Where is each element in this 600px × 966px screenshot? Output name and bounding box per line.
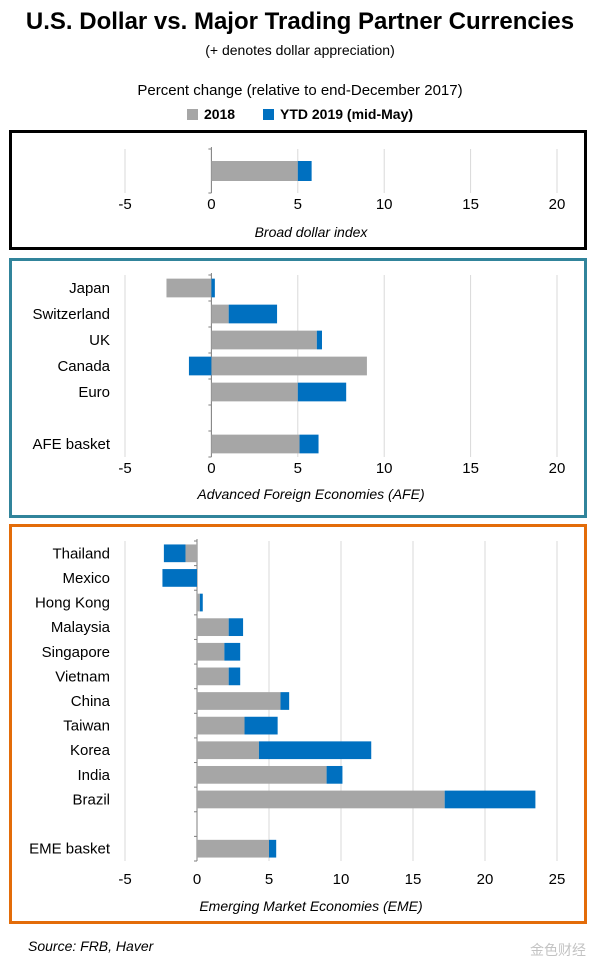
watermark: 金色财经 bbox=[530, 942, 586, 958]
bar-ytd-2019 bbox=[316, 330, 322, 350]
category-label: India bbox=[77, 767, 110, 784]
category-label: Japan bbox=[69, 280, 110, 297]
x-tick-label: 0 bbox=[193, 871, 201, 888]
legend: 2018 YTD 2019 (mid-May) bbox=[0, 106, 600, 123]
legend-item-2018: 2018 bbox=[186, 106, 236, 122]
bar-ytd-2019 bbox=[188, 356, 212, 376]
category-label: Brazil bbox=[72, 791, 110, 808]
x-tick-label: 10 bbox=[376, 196, 393, 213]
panel-title: Advanced Foreign Economies (AFE) bbox=[196, 486, 424, 502]
x-tick-label: -5 bbox=[118, 871, 131, 888]
category-label: Malaysia bbox=[51, 619, 111, 636]
bar-ytd-2019 bbox=[228, 304, 278, 324]
category-label: Singapore bbox=[42, 644, 110, 661]
bar-2018 bbox=[197, 839, 269, 858]
chart-subtitle: (+ denotes dollar appreciation) bbox=[205, 42, 395, 58]
x-tick-label: 5 bbox=[294, 460, 302, 477]
bar-2018 bbox=[197, 741, 259, 760]
x-tick-label: 20 bbox=[549, 460, 566, 477]
x-tick-label: 5 bbox=[265, 871, 273, 888]
legend-swatch-2018 bbox=[186, 108, 198, 120]
x-tick-label: 5 bbox=[294, 196, 302, 213]
source-note: Source: FRB, Haver bbox=[28, 938, 154, 954]
bar-2018 bbox=[197, 642, 225, 661]
chart-caption: Percent change (relative to end-December… bbox=[137, 82, 463, 99]
chart-svg: -5 0 5 10 15 20 Japan Switzerland UK Canada Euro AF… bbox=[32, 273, 566, 502]
bar-2018 bbox=[197, 618, 229, 637]
panel-title: Emerging Market Economies (EME) bbox=[199, 898, 422, 914]
category-label: Vietnam bbox=[55, 668, 110, 685]
panel-broad-dollar: -5 0 5 10 15 20 Broad dollar index bbox=[9, 130, 587, 250]
category-label: Taiwan bbox=[63, 718, 110, 735]
legend-item-ytd-2019: YTD 2019 (mid-May) bbox=[263, 106, 413, 122]
category-label: Switzerland bbox=[32, 306, 110, 323]
category-label: Korea bbox=[70, 742, 111, 759]
bar-ytd-2019 bbox=[299, 434, 319, 454]
category-label: Thailand bbox=[52, 545, 110, 562]
x-tick-label: 25 bbox=[549, 871, 566, 888]
bar-ytd-2019 bbox=[199, 593, 203, 612]
bar-2018 bbox=[211, 382, 298, 402]
bar-ytd-2019 bbox=[297, 161, 312, 181]
bar-ytd-2019 bbox=[326, 765, 343, 784]
bar-ytd-2019 bbox=[297, 382, 347, 402]
category-label: Mexico bbox=[62, 570, 110, 587]
bar-ytd-2019 bbox=[224, 642, 241, 661]
x-tick-label: -5 bbox=[118, 460, 131, 477]
x-tick-label: 20 bbox=[549, 196, 566, 213]
chart-title: U.S. Dollar vs. Major Trading Partner Cu… bbox=[25, 8, 575, 35]
x-tick-label: 10 bbox=[376, 460, 393, 477]
bar-2018 bbox=[211, 304, 229, 324]
bar-2018 bbox=[211, 330, 317, 350]
panel-title: Broad dollar index bbox=[255, 224, 369, 240]
bar-ytd-2019 bbox=[244, 716, 278, 735]
bar-ytd-2019 bbox=[444, 790, 536, 809]
category-label: Hong Kong bbox=[35, 595, 110, 612]
bar-2018 bbox=[197, 790, 445, 809]
bar-2018 bbox=[211, 161, 298, 181]
bar-ytd-2019 bbox=[280, 692, 290, 710]
bar-ytd-2019 bbox=[163, 544, 186, 563]
bar-ytd-2019 bbox=[228, 618, 244, 637]
category-label: AFE basket bbox=[32, 436, 110, 453]
x-tick-label: 0 bbox=[207, 460, 215, 477]
bar-2018 bbox=[197, 692, 281, 710]
bar-ytd-2019 bbox=[269, 839, 277, 858]
bar-2018 bbox=[166, 278, 212, 298]
bar-2018 bbox=[197, 593, 200, 612]
category-label: UK bbox=[89, 332, 110, 349]
bar-2018 bbox=[197, 667, 229, 686]
category-label: Euro bbox=[78, 384, 110, 401]
x-tick-label: -5 bbox=[118, 196, 131, 213]
legend-swatch-ytd-2019 bbox=[263, 108, 274, 120]
x-tick-label: 10 bbox=[333, 871, 350, 888]
panel-afe: -5 0 5 10 15 20 Japan Switzerland UK Canada Euro AF… bbox=[9, 258, 587, 518]
bar-ytd-2019 bbox=[211, 278, 215, 298]
panel-eme: -5 0 5 10 15 20 25 Thailand Mexico Hong Kong Malay… bbox=[9, 524, 587, 924]
bar-2018 bbox=[185, 544, 197, 563]
x-tick-label: 20 bbox=[477, 871, 494, 888]
category-label: Canada bbox=[57, 358, 110, 375]
bar-2018 bbox=[197, 716, 245, 735]
category-label: EME basket bbox=[29, 841, 111, 858]
legend-label-ytd-2019: YTD 2019 (mid-May) bbox=[280, 106, 414, 122]
chart-svg: -5 0 5 10 15 20 25 Thailand Mexico Hong Kong Malay… bbox=[29, 539, 566, 914]
legend-label-2018: 2018 bbox=[203, 106, 236, 122]
bar-ytd-2019 bbox=[228, 667, 241, 686]
bar-2018 bbox=[211, 356, 367, 376]
x-tick-label: 15 bbox=[462, 460, 479, 477]
x-tick-label: 15 bbox=[405, 871, 422, 888]
bar-ytd-2019 bbox=[258, 741, 372, 760]
bar-2018 bbox=[211, 434, 300, 454]
bar-2018 bbox=[197, 765, 327, 784]
bar-ytd-2019 bbox=[162, 569, 197, 587]
x-tick-label: 0 bbox=[207, 196, 215, 213]
category-label: China bbox=[71, 693, 111, 710]
x-tick-label: 15 bbox=[462, 196, 479, 213]
chart-svg: -5 0 5 10 15 20 Broad dollar index bbox=[118, 147, 566, 240]
